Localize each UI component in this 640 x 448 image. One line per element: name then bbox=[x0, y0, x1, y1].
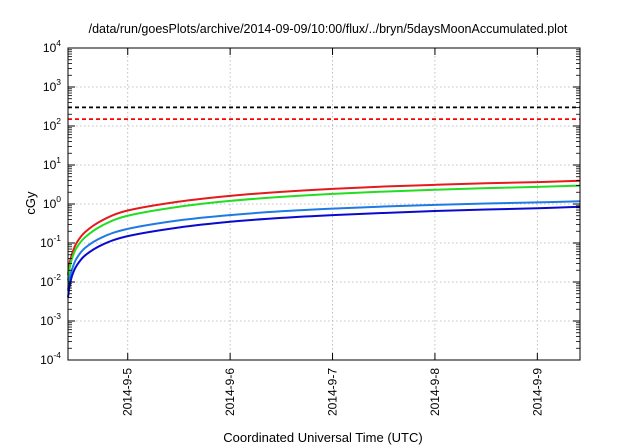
y-tick-label: 104 bbox=[43, 38, 61, 55]
y-axis-ticks: 10-4 10-3 10-2 10-1 100 101 102 103 104 bbox=[40, 38, 580, 367]
y-tick-label: 100 bbox=[43, 194, 61, 211]
y-tick-label: 103 bbox=[43, 77, 61, 94]
y-tick-label: 102 bbox=[43, 116, 61, 133]
x-tick-label: 2014-9-6 bbox=[223, 368, 237, 416]
y-tick-label: 10-2 bbox=[40, 272, 61, 289]
grid-lines bbox=[68, 48, 580, 360]
y-tick-label: 101 bbox=[43, 155, 61, 172]
series-lines bbox=[67, 179, 581, 298]
chart-title: /data/run/goesPlots/archive/2014-09-09/1… bbox=[89, 22, 568, 36]
x-tick-label: 2014-9-8 bbox=[428, 368, 442, 416]
x-tick-label: 2014-9-5 bbox=[121, 368, 135, 416]
y-tick-label: 10-1 bbox=[40, 233, 61, 250]
y-tick-label: 10-3 bbox=[40, 311, 61, 328]
x-tick-label: 2014-9-9 bbox=[530, 368, 544, 416]
x-tick-label: 2014-9-7 bbox=[326, 368, 340, 416]
series-line bbox=[67, 205, 581, 298]
x-axis-ticks: 2014-9-5 2014-9-6 2014-9-7 2014-9-8 2014-9-9 bbox=[121, 48, 544, 416]
series-line bbox=[67, 179, 581, 276]
x-axis-label: Coordinated Universal Time (UTC) bbox=[223, 430, 422, 445]
series-line bbox=[67, 184, 581, 281]
series-line bbox=[67, 200, 581, 291]
y-axis-label: cGy bbox=[23, 191, 38, 215]
y-tick-label: 10-4 bbox=[40, 350, 61, 367]
reference-lines bbox=[68, 106, 580, 121]
